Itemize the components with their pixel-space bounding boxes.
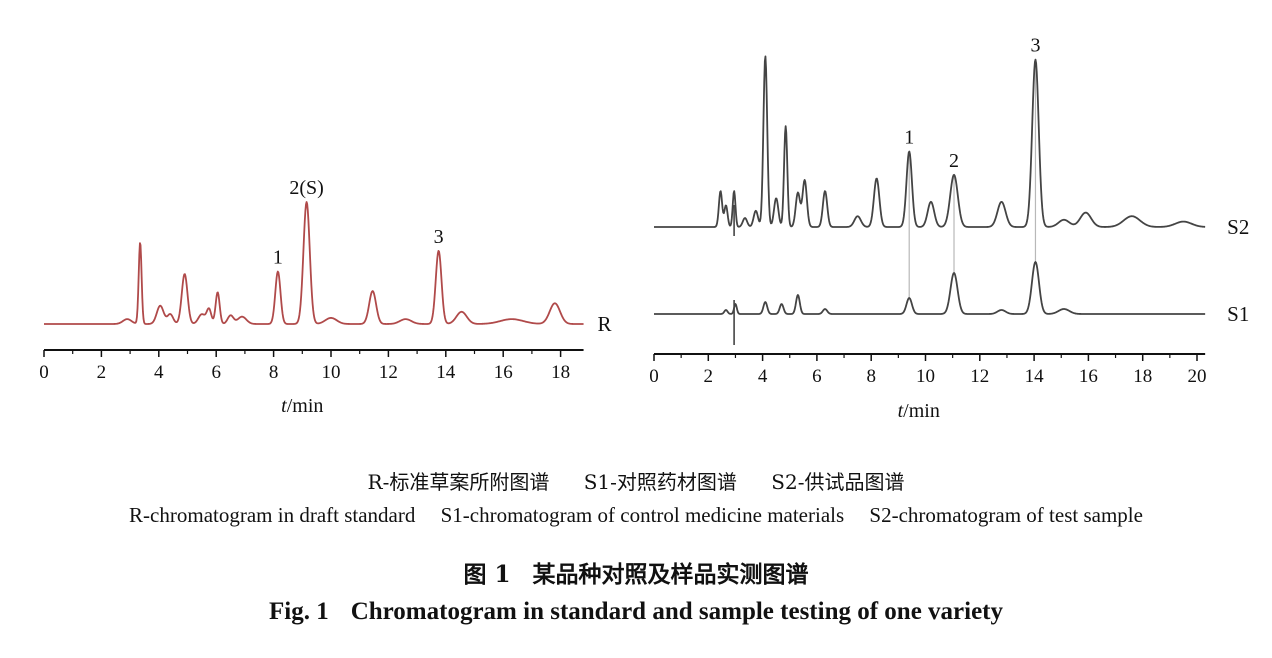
figure-number-zh: 图 1 [463, 561, 511, 588]
legend-zh-s1: S1-对照药材图谱 [583, 470, 737, 494]
series-label-r: R [598, 312, 612, 336]
x-tick-label: 10 [916, 366, 935, 387]
legend-en-s1: S1-chromatogram of control medicine mate… [440, 503, 845, 527]
x-tick-label: 8 [269, 362, 279, 383]
peak-label-1: 1 [273, 247, 283, 269]
figure-title-zh: 某品种对照及样品实测图谱 [532, 561, 809, 588]
x-tick-label: 10 [322, 362, 341, 383]
x-axis-label: t/min [281, 395, 323, 417]
peak-label-2: 2 [949, 150, 959, 172]
series-label-s1: S1 [1227, 302, 1249, 326]
trace-s2 [653, 55, 1206, 228]
x-tick-label: 18 [551, 362, 570, 383]
peak-label-3: 3 [1030, 35, 1040, 57]
peak-label-3: 3 [434, 226, 444, 248]
legend-english: R-chromatogram in draft standard S1-chro… [0, 503, 1272, 528]
peak-label-2S: 2(S) [289, 177, 323, 199]
trace-r [43, 201, 584, 325]
legend-zh-r: R-标准草案所附图谱 [367, 470, 550, 494]
x-tick-label: 8 [866, 366, 876, 387]
x-tick-label: 18 [1133, 366, 1152, 387]
legend-en-r: R-chromatogram in draft standard [129, 503, 416, 527]
trace-s1 [653, 261, 1206, 315]
figure-number-en: Fig. 1 [268, 598, 329, 625]
x-tick-label: 12 [970, 366, 989, 387]
x-tick-label: 16 [1079, 366, 1098, 387]
x-tick-label: 4 [154, 362, 164, 383]
figure-title-english: Fig. 1 Chromatogram in standard and sampl… [0, 598, 1272, 626]
x-tick-label: 2 [704, 366, 714, 387]
x-axis-label: t/min [898, 400, 940, 422]
legend-zh-s2: S2-供试品图谱 [771, 470, 905, 494]
x-tick-label: 6 [211, 362, 221, 383]
x-tick-label: 4 [758, 366, 768, 387]
figure-title-en: Chromatogram in standard and sample test… [350, 598, 1004, 625]
x-tick-label: 0 [39, 362, 49, 383]
legend-chinese: R-标准草案所附图谱 S1-对照药材图谱 S2-供试品图谱 [0, 466, 1272, 495]
figure-title-chinese: 图 1 某品种对照及样品实测图谱 [0, 555, 1272, 589]
x-tick-label: 2 [97, 362, 107, 383]
peak-label-1: 1 [904, 126, 914, 148]
x-tick-label: 20 [1188, 366, 1207, 387]
x-tick-label: 16 [494, 362, 513, 383]
legend-en-s2: S2-chromatogram of test sample [869, 503, 1143, 527]
series-label-s2: S2 [1227, 215, 1249, 239]
x-tick-label: 14 [436, 362, 456, 383]
x-tick-label: 12 [379, 362, 398, 383]
x-tick-label: 14 [1025, 366, 1045, 387]
x-tick-label: 6 [812, 366, 822, 387]
x-tick-label: 0 [649, 366, 659, 387]
